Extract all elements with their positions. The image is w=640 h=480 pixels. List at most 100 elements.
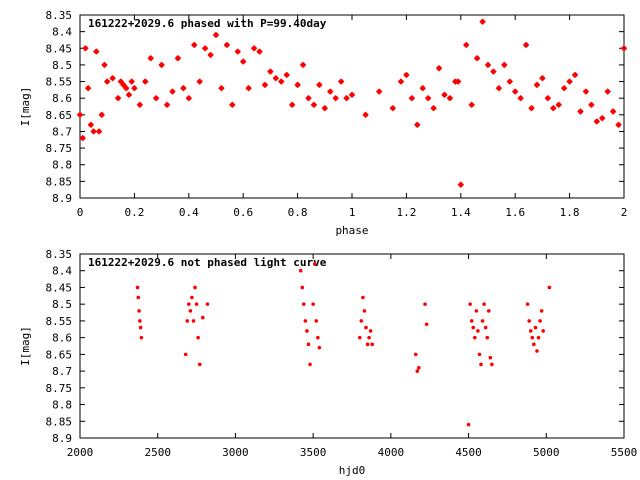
x-tick-label: 1.2	[396, 206, 416, 219]
data-point	[474, 309, 479, 313]
data-point	[101, 61, 108, 69]
plot-frame	[79, 253, 625, 439]
y-tick-label: 8.35	[46, 248, 73, 261]
data-point	[136, 295, 141, 300]
y-tick-label: 8.85	[46, 415, 73, 428]
data-point	[466, 422, 471, 427]
data-point	[477, 352, 482, 357]
data-point	[609, 108, 617, 115]
data-point	[424, 94, 432, 102]
y-tick-label: 8.5	[52, 298, 72, 311]
data-point	[294, 81, 301, 89]
y-axis-label: I[mag]	[19, 87, 32, 127]
data-point	[430, 104, 437, 112]
data-point	[321, 104, 328, 112]
data-point	[196, 335, 200, 340]
data-point	[528, 329, 533, 333]
x-tick-label: 3500	[300, 446, 327, 459]
data-point	[180, 85, 187, 92]
y-tick-label: 8.45	[46, 281, 73, 294]
data-point	[317, 345, 322, 350]
data-point	[495, 85, 503, 92]
data-point	[136, 101, 144, 109]
data-point	[223, 41, 231, 49]
data-point	[365, 342, 370, 347]
data-point	[311, 302, 315, 306]
data-point	[123, 85, 130, 92]
data-point	[490, 362, 494, 367]
data-point	[205, 302, 210, 306]
data-point	[530, 335, 535, 340]
x-tick-label: 1.4	[451, 206, 471, 219]
data-point	[532, 342, 536, 347]
data-point	[207, 51, 214, 59]
data-point	[414, 121, 421, 128]
data-point	[95, 128, 103, 135]
data-point	[142, 78, 149, 85]
data-point	[138, 319, 142, 323]
data-point	[522, 41, 530, 49]
data-point	[196, 78, 203, 85]
x-tick-label: 0.6	[233, 206, 253, 219]
x-tick-label: 1.6	[505, 206, 525, 219]
x-tick-label: 3000	[222, 446, 249, 459]
data-point	[272, 75, 280, 82]
data-point	[327, 88, 334, 95]
data-point	[577, 108, 584, 115]
data-point	[212, 31, 220, 39]
data-point	[306, 342, 311, 347]
data-point	[359, 319, 364, 323]
data-point	[288, 101, 296, 109]
x-tick-label: 1	[349, 206, 356, 219]
data-point	[472, 335, 477, 340]
data-point	[137, 309, 141, 313]
data-point	[463, 41, 470, 49]
x-tick-label: 2500	[144, 446, 171, 459]
data-point	[298, 268, 303, 273]
data-point	[468, 101, 475, 109]
data-point	[76, 111, 84, 119]
data-point	[389, 104, 396, 112]
data-point	[362, 111, 369, 119]
data-point	[364, 325, 368, 330]
data-point	[135, 285, 140, 290]
data-point	[163, 101, 171, 109]
data-point	[550, 104, 557, 112]
data-point	[128, 78, 135, 85]
data-point	[539, 309, 544, 313]
chart-title: 161222+2029.6 not phased light curve	[88, 256, 327, 269]
data-point	[588, 101, 595, 109]
data-point	[512, 88, 519, 95]
y-tick-label: 8.65	[46, 109, 73, 122]
x-axis-label: phase	[335, 224, 368, 237]
data-point	[446, 94, 454, 102]
data-point	[541, 329, 545, 333]
x-tick-label: 0	[77, 206, 84, 219]
data-point	[417, 365, 421, 370]
y-tick-label: 8.55	[46, 315, 73, 328]
y-tick-label: 8.7	[52, 365, 72, 378]
data-point	[566, 78, 573, 85]
y-tick-label: 8.6	[52, 332, 72, 345]
data-point	[424, 322, 429, 327]
y-axis-label: I[mag]	[19, 326, 32, 366]
data-point	[486, 309, 491, 313]
data-point	[544, 94, 552, 102]
y-tick-label: 8.65	[46, 348, 73, 361]
y-tick-label: 8.75	[46, 142, 73, 155]
data-point	[114, 94, 122, 102]
data-point	[310, 101, 318, 109]
data-point	[528, 104, 535, 112]
data-point	[403, 71, 410, 79]
data-point	[302, 302, 306, 306]
x-tick-label: 5500	[611, 446, 638, 459]
data-point	[376, 88, 383, 95]
data-point	[536, 335, 541, 340]
data-point	[188, 309, 193, 313]
data-point	[471, 325, 476, 330]
data-point	[357, 335, 362, 340]
y-tick-label: 8.9	[52, 192, 72, 205]
data-point	[183, 352, 188, 357]
data-point	[454, 78, 462, 85]
